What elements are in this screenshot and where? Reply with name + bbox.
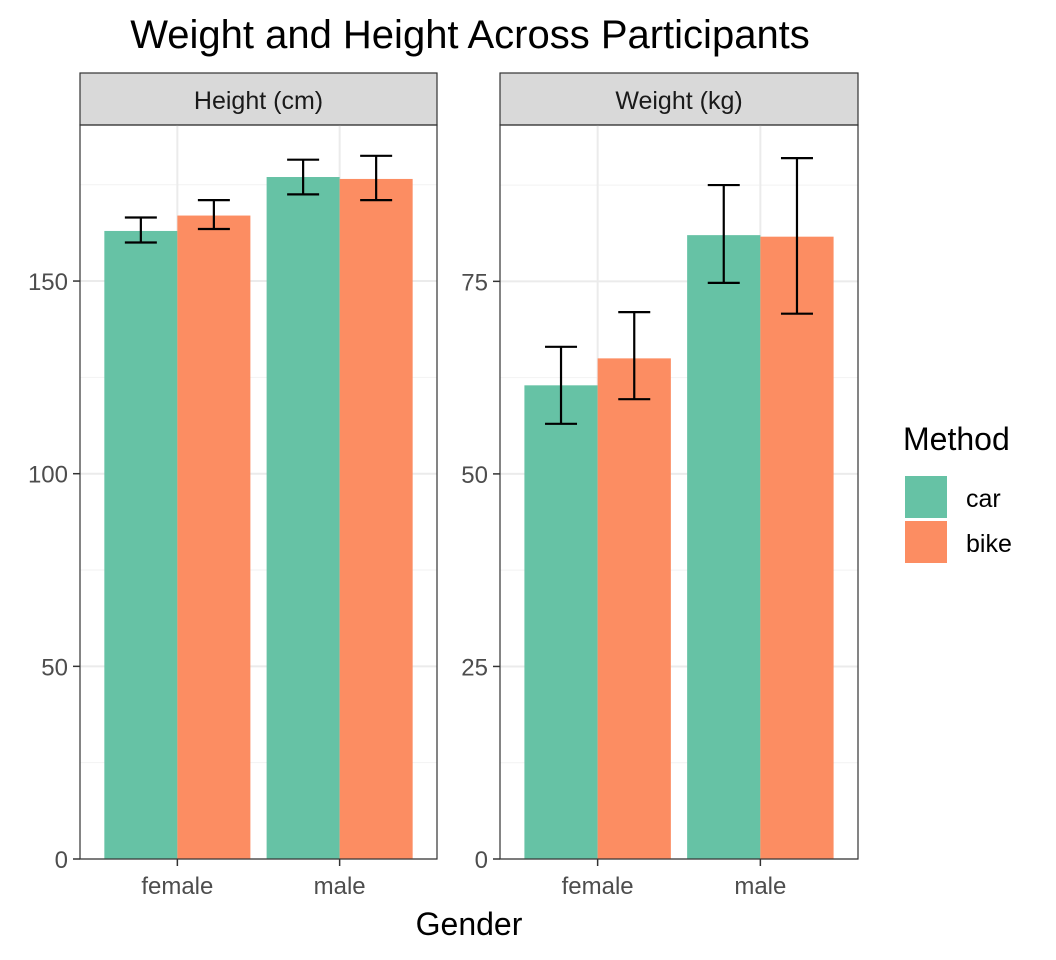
y-tick-label: 75 <box>461 269 488 296</box>
bar-car-female <box>104 230 178 859</box>
bar-bike-female <box>177 215 251 860</box>
error-bar-bike-female <box>197 199 230 231</box>
x-tick-label: male <box>734 873 786 900</box>
x-tick-label: male <box>314 873 366 900</box>
y-tick-label: 50 <box>461 462 488 489</box>
x-axis-title: Gender <box>416 906 523 942</box>
legend-swatch-bike <box>905 521 947 563</box>
y-tick-label: 25 <box>461 654 488 681</box>
legend-label-car: car <box>966 485 1001 513</box>
legend-label-bike: bike <box>966 530 1012 558</box>
error-bar-car-male <box>707 183 740 284</box>
y-tick-label: 50 <box>41 654 68 681</box>
bar-car-male <box>687 235 761 860</box>
error-bar-bike-male <box>360 154 393 202</box>
chart-title: Weight and Height Across Participants <box>130 13 810 57</box>
bar-car-female <box>524 385 598 859</box>
error-bar-bike-male <box>780 157 813 315</box>
legend-swatch-car <box>905 476 947 518</box>
x-tick-label: female <box>562 873 634 900</box>
panel-border <box>499 124 859 860</box>
error-bar-bike-female <box>618 311 651 401</box>
error-bar-car-female <box>124 216 157 244</box>
bar-car-male <box>266 177 340 859</box>
error-bar-car-female <box>545 345 578 425</box>
legend: Method car bike <box>903 421 1012 563</box>
panel-strip <box>79 72 438 126</box>
panel-0: Height (cm) 0 50 100 150 female male <box>28 72 438 900</box>
bar-bike-female <box>597 358 671 859</box>
bar-bike-male <box>339 178 413 859</box>
panel-1: Weight (kg) 0 25 50 75 female male <box>461 72 859 900</box>
panel-border <box>79 124 438 860</box>
legend-title: Method <box>903 421 1010 457</box>
y-tick-label: 150 <box>28 269 68 296</box>
panel-strip-label: Height (cm) <box>194 87 323 115</box>
y-tick-label: 0 <box>55 847 68 874</box>
x-tick-label: female <box>141 873 213 900</box>
y-tick-label: 100 <box>28 462 68 489</box>
error-bar-car-male <box>287 158 320 196</box>
bar-bike-male <box>760 236 834 860</box>
panel-strip-label: Weight (kg) <box>615 87 742 115</box>
y-tick-label: 0 <box>475 847 488 874</box>
